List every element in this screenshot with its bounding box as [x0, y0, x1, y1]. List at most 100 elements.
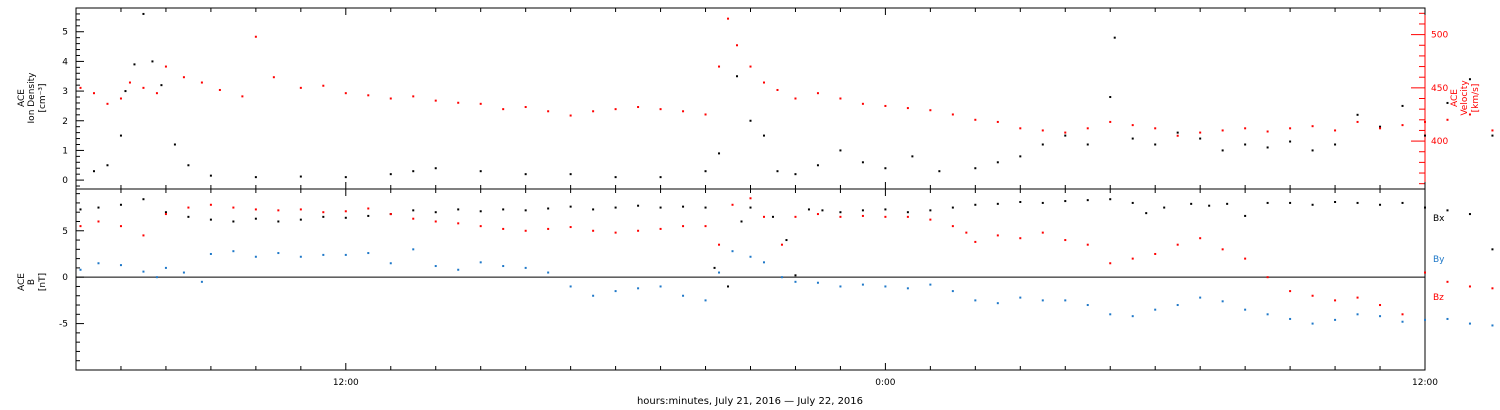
by-point	[1266, 313, 1269, 316]
by-point	[1334, 318, 1337, 321]
velocity-point	[569, 114, 572, 117]
bz-point	[965, 231, 968, 234]
velocity-point	[79, 86, 82, 89]
velocity-point	[861, 102, 864, 105]
by-point	[816, 281, 819, 284]
bx-point	[322, 215, 325, 218]
velocity-point	[1379, 127, 1382, 130]
bx-point	[704, 206, 707, 209]
velocity-point	[794, 97, 797, 100]
bz-point	[839, 215, 842, 218]
by-point	[209, 252, 212, 255]
bx-point	[97, 206, 100, 209]
bx-point	[807, 208, 810, 211]
velocity-tick-label: 500	[1431, 31, 1448, 41]
ion-density-point	[1446, 101, 1449, 104]
ion-density-point	[1131, 137, 1134, 140]
bx-point	[1086, 199, 1089, 202]
velocity-point	[718, 65, 721, 68]
velocity-point	[906, 107, 909, 110]
field-tick-label: 0	[62, 273, 68, 283]
velocity-point	[1041, 129, 1044, 132]
bx-point	[1244, 214, 1247, 217]
bx-point	[254, 217, 257, 220]
bz-point	[1244, 257, 1247, 260]
ion-density-point	[1113, 36, 1116, 39]
ion-density-point	[173, 143, 176, 146]
by-point	[479, 261, 482, 264]
bx-point	[727, 285, 730, 288]
velocity-point	[974, 118, 977, 121]
velocity-point	[299, 86, 302, 89]
ion-density-point	[704, 170, 707, 173]
bz-point	[1109, 262, 1112, 265]
bz-point	[164, 213, 167, 216]
by-point	[299, 255, 302, 258]
bx-point	[79, 208, 82, 211]
by-point	[389, 262, 392, 265]
bx-point	[1468, 213, 1471, 216]
by-point	[434, 265, 437, 268]
bz-point	[367, 207, 370, 210]
bz-point	[1266, 276, 1269, 279]
plasma-series	[79, 12, 1494, 179]
bx-point	[1424, 206, 1426, 209]
bx-point	[1266, 201, 1269, 204]
velocity-point	[839, 97, 842, 100]
bx-point	[1379, 203, 1382, 206]
bx-point	[277, 220, 280, 223]
by-point	[951, 290, 954, 293]
bx-point	[1334, 200, 1337, 203]
bx-point	[713, 266, 716, 269]
bx-point	[119, 203, 122, 206]
by-point	[569, 285, 572, 288]
bz-point	[861, 214, 864, 217]
field-tick-label: 5	[62, 227, 68, 237]
by-point	[682, 294, 685, 297]
by-point	[1199, 296, 1202, 299]
by-point	[929, 283, 932, 286]
bz-point	[479, 225, 482, 228]
bx-point	[1019, 200, 1022, 203]
by-point	[731, 250, 734, 253]
bz-point	[996, 234, 999, 237]
velocity-point	[412, 95, 415, 98]
velocity-point	[1199, 131, 1202, 134]
velocity-point	[682, 110, 685, 113]
by-point	[142, 270, 145, 273]
bx-point	[1131, 201, 1134, 204]
ion-density-point	[776, 170, 779, 173]
by-point	[232, 250, 235, 253]
by-point	[412, 248, 415, 251]
by-point	[1086, 304, 1089, 307]
legend: Bx By Bz	[1433, 214, 1445, 303]
bx-point	[1401, 201, 1404, 204]
by-point	[1244, 308, 1247, 311]
ion-density-point	[434, 167, 437, 170]
velocity-point	[1334, 129, 1337, 132]
ion-density-point	[106, 164, 109, 167]
ion-density-point	[92, 170, 95, 173]
ion-density-point	[839, 149, 842, 152]
velocity-point	[200, 81, 203, 84]
bz-point	[1176, 243, 1179, 246]
velocity-point	[1266, 130, 1269, 133]
bz-point	[1424, 271, 1426, 274]
ion-density-point	[736, 75, 739, 78]
x-tick-label: 12:00	[333, 378, 359, 388]
by-point	[704, 299, 707, 302]
ion-density-point	[1334, 143, 1337, 146]
velocity-point	[547, 110, 550, 113]
ion-density-point	[124, 90, 127, 93]
ion-density-point	[659, 176, 662, 179]
legend-by: By	[1433, 255, 1445, 265]
by-point	[659, 285, 662, 288]
ion-density-point	[142, 12, 145, 15]
bz-point	[97, 220, 100, 223]
by-point	[502, 265, 505, 268]
velocity-point	[1221, 129, 1224, 132]
velocity-point	[1109, 120, 1112, 123]
x-axis-title: hours:minutes, July 21, 2016 — July 22, …	[636, 396, 864, 407]
velocity-point	[142, 86, 145, 89]
bz-point	[762, 215, 765, 218]
